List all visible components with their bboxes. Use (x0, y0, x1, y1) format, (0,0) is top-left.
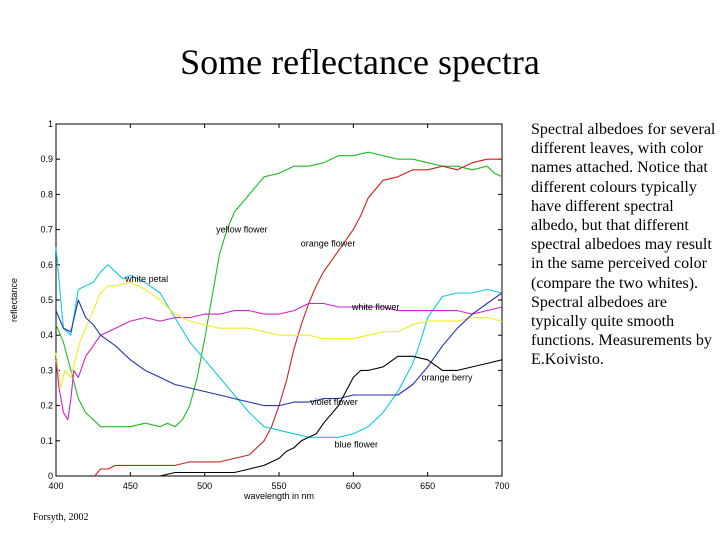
x-tick-label: 450 (123, 481, 138, 491)
y-axis-label: reflectance (9, 278, 19, 322)
series-annotation-label: yellow flower (216, 225, 268, 235)
slide-title: Some reflectance spectra (180, 42, 540, 82)
series-annotation-label: orange berry (421, 372, 473, 382)
x-tick-label: 700 (494, 481, 509, 491)
series-annotation-label: orange flower (301, 239, 356, 249)
credit-text: Forsyth, 2002 (33, 512, 89, 523)
x-axis-label: wavelength in nm (243, 491, 314, 501)
y-tick-label: 0.4 (40, 330, 53, 340)
series-line-yellow-flower (55, 151, 503, 428)
y-tick-label: 0.2 (40, 401, 53, 411)
series-annotation-label: violet flower (310, 397, 358, 407)
series-line-yellow-petal (55, 281, 503, 389)
x-tick-label: 550 (271, 481, 286, 491)
x-tick-label: 400 (48, 481, 63, 491)
series-annotation-label: blue flower (335, 439, 379, 449)
y-tick-label: 0.9 (40, 154, 53, 164)
y-tick-label: 0.1 (40, 436, 53, 446)
y-tick-label: 0.8 (40, 189, 53, 199)
series-line-orange-berry (133, 355, 503, 477)
x-tick-label: 500 (197, 481, 212, 491)
series-line-violet-flower (55, 292, 503, 407)
x-tick-label: 600 (346, 481, 361, 491)
y-tick-label: 0.6 (40, 260, 53, 270)
caption-text: Spectral albedoes for several different … (531, 121, 716, 369)
series-annotations: yellow flower orange flower white petal whi… (124, 225, 473, 450)
series-annotation-label: white flower (351, 302, 400, 312)
y-tick-label: 0 (48, 471, 53, 481)
series-line-orange-flower (94, 158, 502, 477)
series-line-white-flower (55, 302, 503, 421)
y-tick-label: 0.5 (40, 295, 53, 305)
axis-ticks: 400 450 500 550 600 650 700 0 0.1 0.2 0.3 0.4 0.5 0.6… (40, 119, 509, 491)
x-tick-label: 650 (420, 481, 435, 491)
y-tick-label: 1 (48, 119, 53, 129)
y-tick-label: 0.3 (40, 365, 53, 375)
series-line-white-petal (55, 247, 503, 438)
y-tick-label: 0.7 (40, 225, 53, 235)
plot-frame (55, 123, 503, 477)
series-annotation-label: white petal (124, 274, 168, 284)
series-lines (55, 151, 503, 477)
